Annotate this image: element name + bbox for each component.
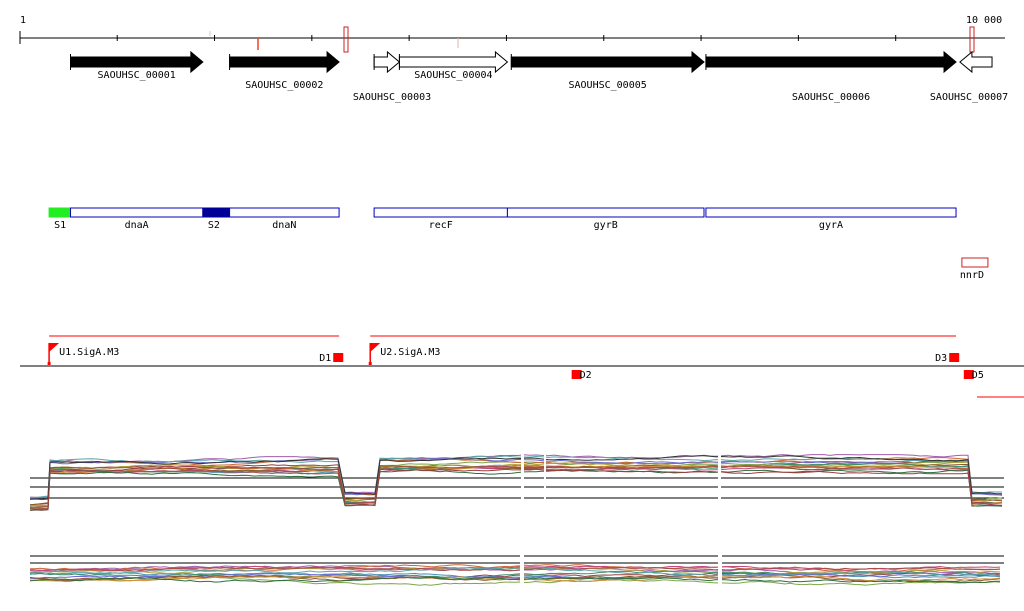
region-label: gyrB [594,220,618,231]
terminator-box [571,370,582,379]
gene-arrow [398,50,509,74]
gene-arrow [510,50,705,74]
tu-label: U2.SigA.M3 [380,347,440,358]
rna-box [961,257,989,268]
promoter-flag [370,343,381,352]
region-label: gyrA [819,220,843,231]
region-box [373,207,508,218]
region-box [48,207,72,218]
gene-arrow [705,50,957,74]
region-box [506,207,705,218]
expression-profile-line [29,576,1001,584]
region-box [70,207,204,218]
track-gap [718,548,722,598]
expression-profiles-upper [29,454,1003,511]
region-track: S1 dnaA S2 dnaN recF gyrB gyrA [48,207,957,231]
expression-profile-line [29,469,1003,511]
expression-profile-line [29,465,1003,510]
gene-arrow [229,50,340,74]
rna-track: nnrD [960,257,989,281]
rna-label: nnrD [960,270,984,281]
track-gap [718,450,721,505]
region-box [229,207,340,218]
terminator-label: D3 [935,353,947,364]
terminator-label: D1 [319,353,331,364]
gene-label: SAOUHSC_00006 [792,92,870,103]
terminator-label: D5 [972,370,984,381]
expression-profile-line [29,454,1003,499]
gene-track: SAOUHSC_00001 SAOUHSC_00002 SAOUHSC_00003 S… [70,50,1008,103]
gene-arrow [373,50,401,74]
expression-profile-line [29,567,1001,577]
promoter-dot [368,362,372,365]
expression-profile-line [29,455,1003,500]
region-label: recF [429,220,453,231]
expression-profile-line [29,467,1003,511]
region-box [705,207,957,218]
ruler-marker [969,26,975,53]
terminator-box [333,353,344,362]
track-gap [521,450,524,505]
region-box [202,207,231,218]
ruler: 1 10 000 [19,15,1005,53]
region-label: dnaA [125,220,149,231]
ruler-ticks [19,31,897,44]
expression-profile-line [29,573,1001,580]
gene-label: SAOUHSC_00002 [245,80,323,91]
gene-label: SAOUHSC_00005 [569,80,647,91]
ruler-end-label: 10 000 [966,15,1002,26]
gene-label: SAOUHSC_00007 [930,92,1008,103]
expression-profile-line [29,565,1001,572]
expression-profile-line [29,465,1003,508]
track-gap [544,450,546,505]
terminator-label: D2 [580,370,592,381]
expression-track-upper [29,450,1004,511]
expression-profile-line [29,564,1001,574]
tu-label: U1.SigA.M3 [59,347,119,358]
promoter-dot [47,362,51,365]
gene-label: SAOUHSC_00004 [414,70,492,81]
ruler-start-label: 1 [20,15,26,26]
expression-profile-line [29,570,1001,578]
transcription-unit-track: U1.SigA.M3 U2.SigA.M3 D1 D2 D3 D5 [20,335,1024,398]
expression-profile-line [29,567,1001,574]
region-label: S1 [54,220,66,231]
terminator-box [949,353,960,362]
terminator-box [963,370,974,379]
track-gap [520,548,524,598]
expression-profile-line [29,467,1003,510]
expression-track-lower [29,548,1004,598]
region-label: dnaN [272,220,296,231]
gene-label: SAOUHSC_00003 [353,92,431,103]
gene-arrow [959,50,993,74]
expression-profiles-lower [29,564,1001,586]
region-label: S2 [208,220,220,231]
ruler-marker [343,26,349,53]
expression-profile-line [29,576,1001,586]
gene-label: SAOUHSC_00001 [98,70,176,81]
gene-arrow [70,50,204,74]
expression-profile-line [29,457,1003,499]
promoter-flag [49,343,60,352]
